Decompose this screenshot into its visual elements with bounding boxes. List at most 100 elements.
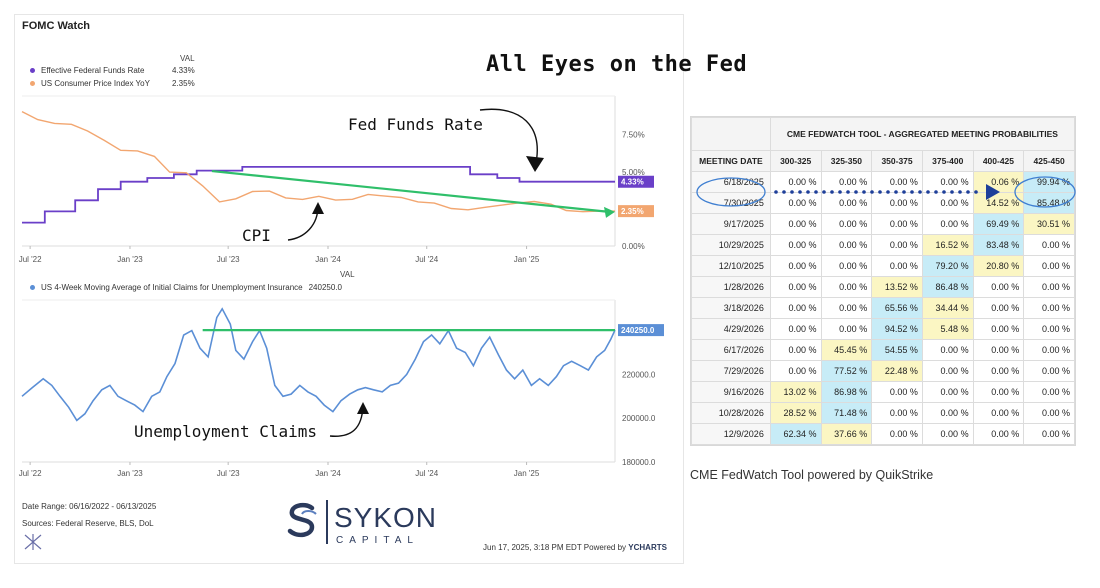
probability-cell: 22.48 %: [871, 360, 923, 382]
dot: [926, 190, 930, 194]
probability-cell: 28.52 %: [769, 402, 822, 424]
x-tick-label: Jul '23: [217, 255, 240, 264]
meeting-date-cell: 7/29/2026: [691, 360, 771, 382]
val-header-2: VAL: [340, 270, 355, 279]
annotation-cpi: CPI: [242, 226, 271, 245]
probability-cell: 0.00 %: [871, 423, 923, 445]
probability-cell: 0.00 %: [1023, 234, 1075, 256]
end-label-bg-0: [618, 175, 654, 188]
column-header: MEETING DATE: [691, 150, 771, 172]
cme-caption: CME FedWatch Tool powered by QuikStrike: [690, 468, 934, 482]
end-label-0: 4.33%: [621, 178, 644, 187]
probability-cell: 83.48 %: [972, 234, 1025, 256]
probability-cell: 0.00 %: [972, 381, 1025, 403]
probability-cell: 0.00 %: [769, 255, 822, 277]
dot: [782, 190, 786, 194]
trend-arrow-head: [604, 206, 615, 218]
probability-cell: 0.00 %: [871, 402, 923, 424]
probability-cell: 79.20 %: [921, 255, 974, 277]
annotation-fed-funds: Fed Funds Rate: [348, 115, 483, 134]
dot: [974, 190, 978, 194]
x-tick-label: Jan '24: [315, 255, 341, 264]
dot: [822, 190, 826, 194]
panel-title: FOMC Watch: [22, 20, 91, 32]
probability-cell: 0.00 %: [1023, 381, 1075, 403]
probability-cell: 0.00 %: [871, 234, 923, 256]
legend-claims: US 4-Week Moving Average of Initial Clai…: [30, 283, 342, 292]
column-header: 300-325: [769, 150, 822, 172]
y-tick-label: 5.00%: [622, 168, 645, 177]
trend-line: [211, 169, 610, 213]
legend-label-cpi: US Consumer Price Index YoY: [41, 79, 150, 88]
x-tick-label-2: Jan '23: [117, 469, 143, 478]
probability-cell: 0.00 %: [972, 423, 1025, 445]
date-range: Date Range: 06/16/2022 - 06/13/2025: [22, 502, 157, 511]
probability-cell: 0.00 %: [1023, 318, 1075, 340]
probability-cell: 0.00 %: [1023, 276, 1075, 298]
dot: [862, 190, 866, 194]
probability-cell: 0.00 %: [769, 339, 822, 361]
table-row: 3/18/2026 0.00 % 0.00 % 65.56 % 34.44 % 0.00 …: [691, 297, 1075, 319]
legend-dot-cpi: [30, 81, 35, 86]
arrow-head-cpi: [312, 202, 324, 214]
probability-cell: 13.52 %: [871, 276, 923, 298]
probability-cell: 86.98 %: [820, 381, 873, 403]
probability-cell: 54.55 %: [871, 339, 923, 361]
dot: [902, 190, 906, 194]
probability-cell: 0.00 %: [921, 381, 974, 403]
probability-cell: 0.00 %: [769, 234, 822, 256]
probability-cell: 99.94 %: [1023, 171, 1075, 193]
logo-divider: [326, 500, 328, 544]
dot: [806, 190, 810, 194]
legend-value-fed-funds-wrap: 4.33%: [172, 66, 195, 75]
claims-chart: 180000.0 200000.0 220000.0 Jul '22 Jan '23 Ju…: [19, 299, 664, 478]
dot: [830, 190, 834, 194]
probability-cell: 0.00 %: [1023, 297, 1075, 319]
val-header: VAL: [180, 54, 195, 63]
x-tick-label-2: Jan '24: [315, 469, 341, 478]
table-row: 10/29/2025 0.00 % 0.00 % 0.00 % 16.52 % 83.48…: [691, 234, 1075, 256]
dot: [886, 190, 890, 194]
probability-cell: 0.00 %: [820, 234, 873, 256]
dot: [774, 190, 778, 194]
dot: [854, 190, 858, 194]
probability-cell: 94.52 %: [871, 318, 923, 340]
x-tick-label: Jan '23: [117, 255, 143, 264]
ycharts-mark-icon: [24, 534, 42, 550]
probability-cell: 0.00 %: [1023, 423, 1075, 445]
legend-fed-funds: Effective Federal Funds Rate: [30, 66, 144, 75]
dot: [894, 190, 898, 194]
probability-cell: 0.00 %: [820, 276, 873, 298]
dot: [942, 190, 946, 194]
probability-cell: 34.44 %: [921, 297, 974, 319]
legend-dot-fed-funds: [30, 68, 35, 73]
probability-cell: 77.52 %: [820, 360, 873, 382]
arrow-head-fed-funds: [526, 156, 544, 172]
logo-sub: CAPITAL: [336, 535, 419, 546]
dotted-arrow: [774, 190, 978, 194]
table-row: 7/30/2025 0.00 % 0.00 % 0.00 % 0.00 % 14.52 %…: [691, 192, 1075, 214]
table-overlay: [696, 176, 1076, 208]
meeting-date-cell: 4/29/2026: [691, 318, 771, 340]
ycharts-brand: YCHARTS: [628, 543, 667, 552]
table-row: 4/29/2026 0.00 % 0.00 % 94.52 % 5.48 % 0.00 %…: [691, 318, 1075, 340]
dot: [838, 190, 842, 194]
header-row: MEETING DATE 300-325 325-350 350-375 375-400…: [691, 150, 1075, 172]
end-label-claims: 240250.0: [621, 326, 655, 335]
circle-prob: [1014, 176, 1076, 208]
legend-dot-claims: [30, 285, 35, 290]
legend-label-fed-funds: Effective Federal Funds Rate: [41, 66, 145, 75]
annotation-arrows: [287, 108, 544, 437]
table-row: 6/17/2026 0.00 % 45.45 % 54.55 % 0.00 % 0.00 …: [691, 339, 1075, 361]
dot: [966, 190, 970, 194]
meeting-date-cell: 10/29/2025: [691, 234, 771, 256]
x-tick-label: Jan '25: [514, 255, 540, 264]
meeting-date-cell: 9/16/2026: [691, 381, 771, 403]
logo-name: SYKON: [334, 502, 438, 533]
probability-cell: 71.48 %: [820, 402, 873, 424]
y-tick-label: 7.50%: [622, 131, 645, 140]
legend-cpi: US Consumer Price Index YoY: [30, 79, 150, 88]
probability-cell: 0.00 %: [921, 339, 974, 361]
timestamp-text: Jun 17, 2025, 3:18 PM EDT Powered by: [483, 543, 627, 552]
